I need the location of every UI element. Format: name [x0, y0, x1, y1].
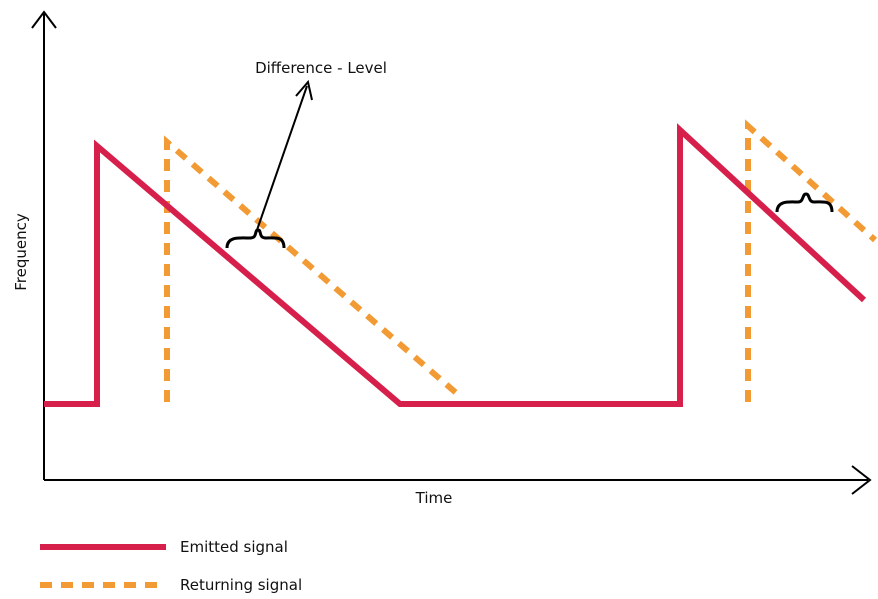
legend-emitted-label: Emitted signal [180, 538, 288, 556]
difference-brace-2 [775, 192, 834, 213]
annotation-arrow-line [256, 85, 308, 231]
returning-signal [164, 119, 878, 402]
legend-returning-label: Returning signal [180, 576, 302, 594]
legend: Emitted signal Returning signal [40, 538, 302, 594]
emitted-signal [44, 123, 867, 407]
y-axis-arrowhead [31, 10, 57, 29]
returning-signal-segment-2 [745, 119, 878, 402]
axes [31, 10, 872, 495]
annotation-label: Difference - Level [255, 59, 387, 77]
annotation-arrowhead [295, 79, 313, 101]
x-axis-label: Time [415, 489, 453, 507]
x-axis-arrowhead [851, 465, 872, 495]
returning-signal-segment-1 [164, 135, 464, 402]
y-axis-label: Frequency [12, 213, 30, 291]
